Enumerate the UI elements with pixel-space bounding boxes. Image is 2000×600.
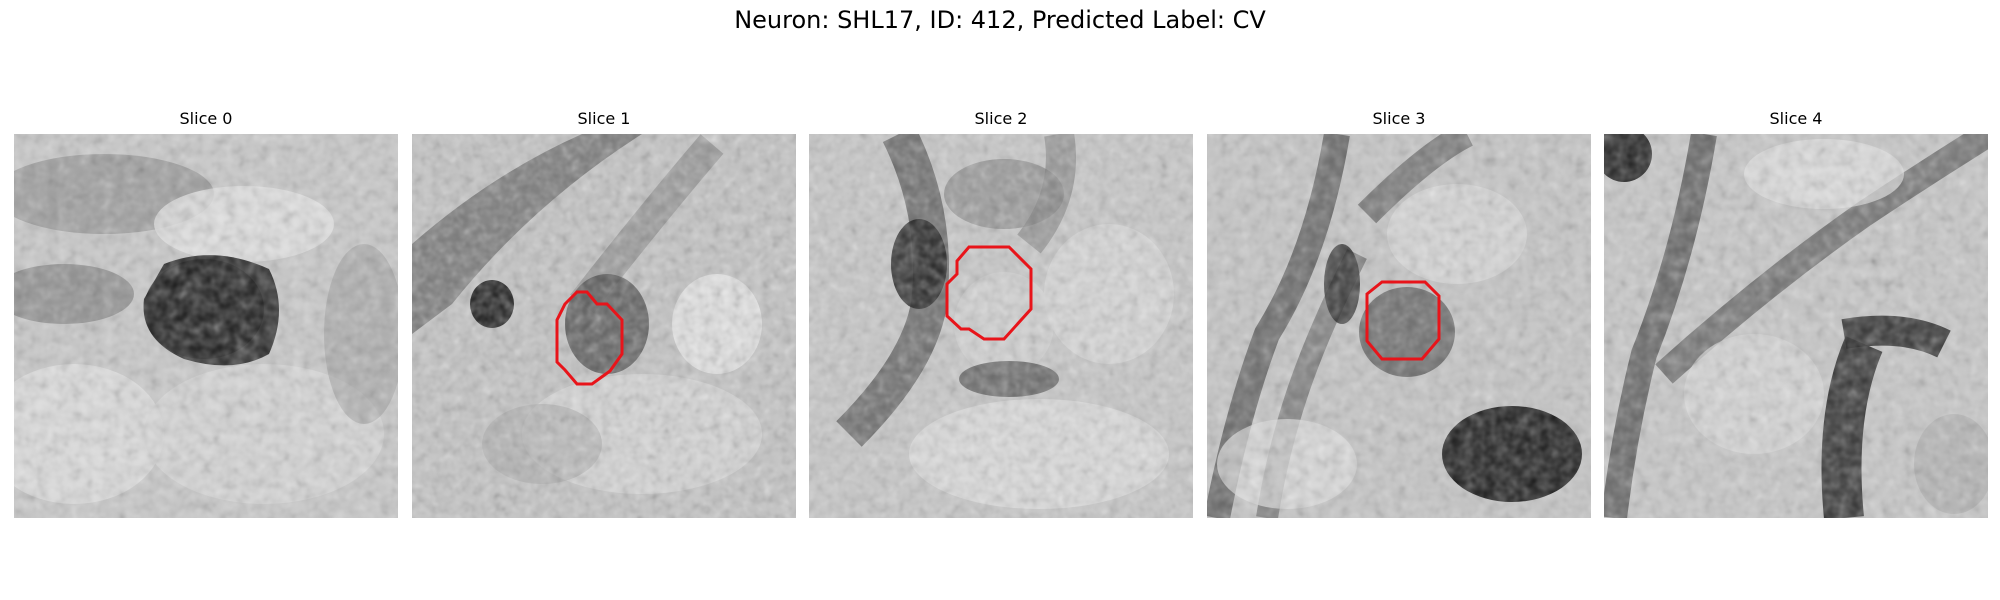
- slice-1-image: [412, 134, 796, 518]
- slice-3-image: [1207, 134, 1591, 518]
- slice-3-title: Slice 3: [1207, 109, 1591, 128]
- slice-1-title: Slice 1: [412, 109, 796, 128]
- slice-0-title: Slice 0: [14, 109, 398, 128]
- slice-0-image: [14, 134, 398, 518]
- figure-title: Neuron: SHL17, ID: 412, Predicted Label:…: [0, 6, 2000, 34]
- slice-4-image: [1604, 134, 1988, 518]
- slice-2-image: [809, 134, 1193, 518]
- slice-4-title: Slice 4: [1604, 109, 1988, 128]
- slice-2-title: Slice 2: [809, 109, 1193, 128]
